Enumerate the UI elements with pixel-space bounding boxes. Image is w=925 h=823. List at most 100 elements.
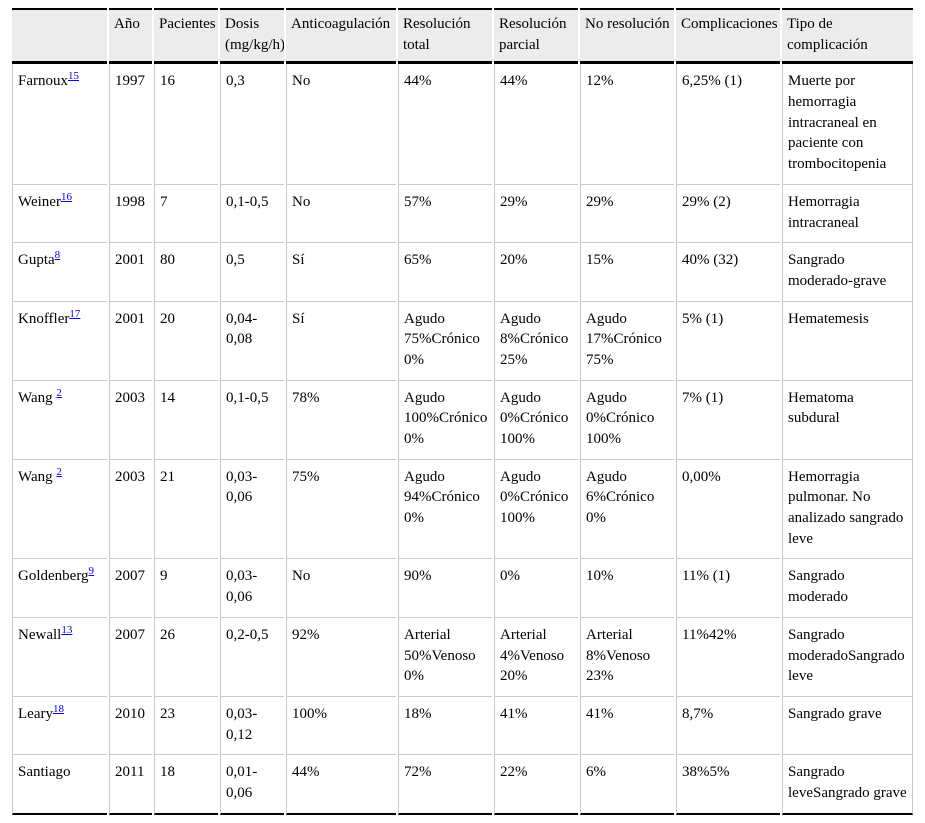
cell-complicaciones: 6,25% (1): [676, 64, 780, 185]
header-cell-5: Resolución total: [398, 8, 492, 65]
reference-link[interactable]: 18: [52, 702, 64, 715]
cell-complicaciones: 0,00%: [676, 459, 780, 560]
studies-table: Año Pacientes Dosis (mg/kg/h) Anticoagulaci…: [10, 8, 915, 815]
cell-anticoagulacion: 100%: [286, 696, 396, 756]
cell-tipo_complicacion: Muerte por hemorragia intracraneal en pa…: [782, 64, 913, 185]
cell-dosis: 0,2-0,5: [220, 617, 284, 697]
cell-anticoagulacion: No: [286, 64, 396, 185]
cell-pacientes: 16: [154, 64, 218, 185]
cell-no_resolucion: Agudo 6%Crónico 0%: [580, 459, 674, 560]
reference-link[interactable]: 9: [88, 565, 95, 578]
cell-pacientes: 7: [154, 184, 218, 244]
cell-anio: 1998: [109, 184, 152, 244]
cell-resolucion_total: Agudo 100%Crónico 0%: [398, 380, 492, 460]
reference-link[interactable]: 13: [61, 623, 73, 636]
author-cell: Wang 2: [12, 459, 107, 560]
cell-no_resolucion: 6%: [580, 755, 674, 815]
cell-anticoagulacion: No: [286, 184, 396, 244]
table-row: Wang 2 2003 21 0,03-0,06 75% Agudo 94%Crónico…: [12, 459, 913, 560]
cell-dosis: 0,3: [220, 64, 284, 185]
cell-anticoagulacion: 78%: [286, 380, 396, 460]
cell-pacientes: 26: [154, 617, 218, 697]
header-cell-8: Complicaciones: [676, 8, 780, 65]
cell-complicaciones: 40% (32): [676, 243, 780, 302]
reference-link[interactable]: 15: [68, 70, 79, 83]
cell-complicaciones: 5% (1): [676, 301, 780, 381]
cell-resolucion_total: 57%: [398, 184, 492, 244]
cell-anio: 2010: [109, 696, 152, 756]
reference-link[interactable]: 2: [56, 386, 62, 399]
cell-resolucion_total: 90%: [398, 559, 492, 618]
cell-no_resolucion: 29%: [580, 184, 674, 244]
cell-pacientes: 23: [154, 696, 218, 756]
cell-anio: 2007: [109, 559, 152, 618]
reference-link[interactable]: 17: [69, 307, 81, 320]
cell-pacientes: 80: [154, 243, 218, 302]
author-cell: Wang 2: [12, 380, 107, 460]
header-cell-0: [12, 8, 107, 65]
cell-no_resolucion: 41%: [580, 696, 674, 756]
cell-pacientes: 20: [154, 301, 218, 381]
author-cell: Newall13: [12, 617, 107, 697]
cell-complicaciones: 7% (1): [676, 380, 780, 460]
header-cell-3: Dosis (mg/kg/h): [220, 8, 284, 65]
table-body: Farnoux15 1997 16 0,3 No 44% 44% 12% 6,25% (1) Mu…: [12, 64, 913, 815]
cell-anio: 2003: [109, 380, 152, 460]
cell-tipo_complicacion: Sangrado moderado: [782, 559, 913, 618]
cell-anticoagulacion: Sí: [286, 243, 396, 302]
author-cell: Goldenberg9: [12, 559, 107, 618]
header-cell-1: Año: [109, 8, 152, 65]
author-cell: Gupta8: [12, 243, 107, 302]
author-cell: Weiner16: [12, 184, 107, 244]
table-row: Wang 2 2003 14 0,1-0,5 78% Agudo 100%Crónico …: [12, 380, 913, 460]
cell-resolucion_total: 72%: [398, 755, 492, 815]
table-row: Farnoux15 1997 16 0,3 No 44% 44% 12% 6,25% (1) Mu…: [12, 64, 913, 185]
cell-resolucion_total: Agudo 94%Crónico 0%: [398, 459, 492, 560]
cell-tipo_complicacion: Hemorragia pulmonar. No analizado sangra…: [782, 459, 913, 560]
cell-complicaciones: 29% (2): [676, 184, 780, 244]
cell-resolucion_parcial: Agudo 0%Crónico 100%: [494, 459, 578, 560]
table-row: Weiner16 1998 7 0,1-0,5 No 57% 29% 29% 29% (2) He…: [12, 184, 913, 244]
cell-anio: 1997: [109, 64, 152, 185]
cell-resolucion_total: Agudo 75%Crónico 0%: [398, 301, 492, 381]
table-row: Goldenberg9 2007 9 0,03-0,06 No 90% 0% 10% 11% (…: [12, 559, 913, 618]
cell-dosis: 0,1-0,5: [220, 184, 284, 244]
header-cell-9: Tipo de complicación: [782, 8, 913, 65]
table-row: Santiago 2011 18 0,01-0,06 44% 72% 22% 6% 38%5% S…: [12, 755, 913, 815]
reference-link[interactable]: 16: [60, 190, 72, 203]
cell-resolucion_parcial: Agudo 0%Crónico 100%: [494, 380, 578, 460]
reference-link[interactable]: 8: [54, 249, 61, 262]
cell-anticoagulacion: Sí: [286, 301, 396, 381]
cell-anticoagulacion: 92%: [286, 617, 396, 697]
cell-dosis: 0,5: [220, 243, 284, 302]
cell-tipo_complicacion: Sangrado grave: [782, 696, 913, 756]
cell-dosis: 0,1-0,5: [220, 380, 284, 460]
reference-link[interactable]: 2: [56, 465, 62, 478]
cell-resolucion_parcial: 0%: [494, 559, 578, 618]
cell-resolucion_total: 18%: [398, 696, 492, 756]
header-cell-7: No resolución: [580, 8, 674, 65]
author-cell: Farnoux15: [12, 64, 107, 185]
cell-complicaciones: 38%5%: [676, 755, 780, 815]
cell-pacientes: 9: [154, 559, 218, 618]
cell-resolucion_parcial: Arterial 4%Venoso 20%: [494, 617, 578, 697]
author-cell: Santiago: [12, 755, 107, 815]
table-row: Leary18 2010 23 0,03-0,12 100% 18% 41% 41% 8,7% S…: [12, 696, 913, 756]
cell-pacientes: 18: [154, 755, 218, 815]
table-row: Gupta8 2001 80 0,5 Sí 65% 20% 15% 40% (32) Sangra…: [12, 243, 913, 302]
table-header: Año Pacientes Dosis (mg/kg/h) Anticoagulaci…: [12, 8, 913, 65]
header-cell-6: Resolución parcial: [494, 8, 578, 65]
cell-dosis: 0,03-0,06: [220, 459, 284, 560]
cell-tipo_complicacion: Sangrado moderado-grave: [782, 243, 913, 302]
cell-pacientes: 21: [154, 459, 218, 560]
cell-dosis: 0,03-0,06: [220, 559, 284, 618]
cell-resolucion_parcial: 22%: [494, 755, 578, 815]
cell-resolucion_total: 44%: [398, 64, 492, 185]
table-row: Newall13 2007 26 0,2-0,5 92% Arterial 50%Veno…: [12, 617, 913, 697]
author-cell: Knoffler17: [12, 301, 107, 381]
cell-pacientes: 14: [154, 380, 218, 460]
cell-tipo_complicacion: Sangrado leveSangrado grave: [782, 755, 913, 815]
cell-resolucion_parcial: 29%: [494, 184, 578, 244]
cell-resolucion_total: 65%: [398, 243, 492, 302]
